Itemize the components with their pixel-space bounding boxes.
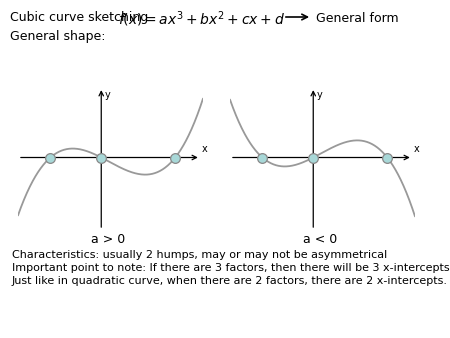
Text: a > 0: a > 0 [91,233,125,246]
Text: y: y [104,90,110,99]
Text: y: y [316,90,322,99]
Text: x: x [202,144,208,154]
Text: Cubic curve sketching: Cubic curve sketching [10,11,148,24]
Text: General form: General form [316,12,399,25]
Text: a < 0: a < 0 [303,233,337,246]
Text: General shape:: General shape: [10,30,105,43]
Text: Characteristics: usually 2 humps, may or may not be asymmetrical: Characteristics: usually 2 humps, may or… [12,250,387,260]
Text: x: x [414,144,420,154]
Text: Just like in quadratic curve, when there are 2 factors, there are 2 x-intercepts: Just like in quadratic curve, when there… [12,276,448,286]
Text: Important point to note: If there are 3 factors, then there will be 3 x-intercep: Important point to note: If there are 3 … [12,263,450,273]
Text: $f(x)=ax^3+bx^2+cx+d$: $f(x)=ax^3+bx^2+cx+d$ [118,9,285,29]
